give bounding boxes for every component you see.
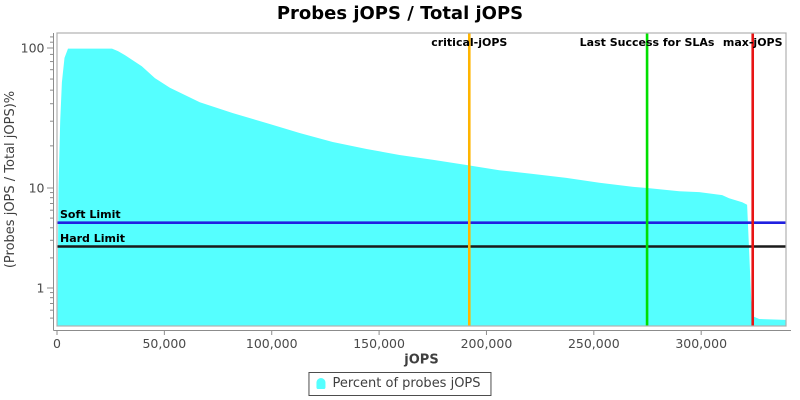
x-tick-label: 250,000 (568, 336, 620, 351)
legend: Percent of probes jOPS (308, 372, 492, 396)
x-tick-label: 150,000 (353, 336, 405, 351)
y-tick-label: 10 (29, 181, 45, 196)
legend-label: Percent of probes jOPS (332, 376, 481, 391)
x-tick-label: 100,000 (246, 336, 298, 351)
vline-label-0: critical-jOPS (431, 36, 507, 49)
x-tick-label: 50,000 (142, 336, 186, 351)
x-tick-label: 200,000 (461, 336, 513, 351)
vline-label-1: Last Success for SLAs (580, 36, 715, 49)
hline-label-1: Hard Limit (60, 232, 125, 245)
x-tick-label: 300,000 (675, 336, 727, 351)
y-tick-label: 100 (21, 41, 45, 56)
y-axis-title: (Probes jOPS / Total jOPS)% (3, 91, 18, 268)
x-tick-label: 0 (53, 336, 61, 351)
hline-label-0: Soft Limit (60, 208, 121, 221)
area-series (57, 48, 786, 326)
x-axis-title: jOPS (403, 353, 438, 368)
chart-title: Probes jOPS / Total jOPS (276, 3, 524, 24)
legend-series-marker-icon (316, 378, 326, 389)
y-tick-label: 1 (37, 281, 45, 296)
vline-label-2: max-jOPS (723, 36, 783, 49)
plot-border (56, 32, 787, 327)
